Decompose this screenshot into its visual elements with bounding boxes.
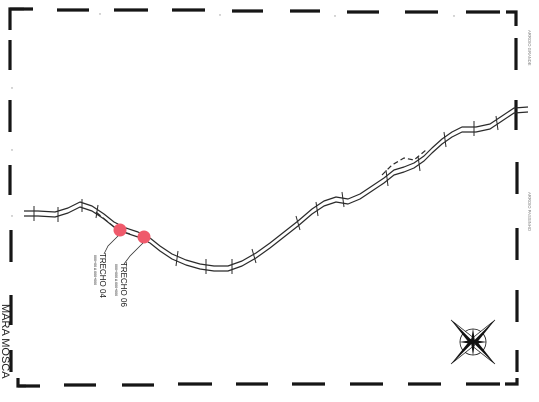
edge-label-top: ARROIO GRANDE <box>527 30 532 66</box>
edge-text-arroio-grande: ARROIO GRANDE <box>527 30 532 66</box>
leader-lines <box>103 235 144 265</box>
marker-trecho-06 <box>137 230 151 244</box>
label-trecho-06: TRECHO 06 000+000 A 000+000 <box>114 262 128 307</box>
segment-extent-06: 000+000 A 000+000 <box>114 264 118 296</box>
bottom-left-label: MARA MOSCA <box>0 304 11 379</box>
edge-label-mid: ARROIO PASSINHO <box>527 192 532 232</box>
north-arrow-compass-rose-icon <box>450 319 496 365</box>
segment-markers <box>113 223 151 244</box>
marker-trecho-04 <box>113 223 127 237</box>
segment-extent-04: 000+00 A 000+000 <box>93 255 97 285</box>
road-alignment <box>24 106 529 272</box>
frame-ticks <box>11 13 455 217</box>
segment-label-06: TRECHO 06 <box>119 262 128 307</box>
edge-text-arroio-passinho: ARROIO PASSINHO <box>527 192 532 232</box>
sheet-frame <box>8 7 519 388</box>
label-trecho-04: TRECHO 04 000+00 A 000+000 <box>93 253 107 298</box>
segment-label-04: TRECHO 04 <box>98 253 107 298</box>
bottom-left-text: MARA MOSCA <box>0 304 11 379</box>
station-ticks <box>33 115 499 274</box>
